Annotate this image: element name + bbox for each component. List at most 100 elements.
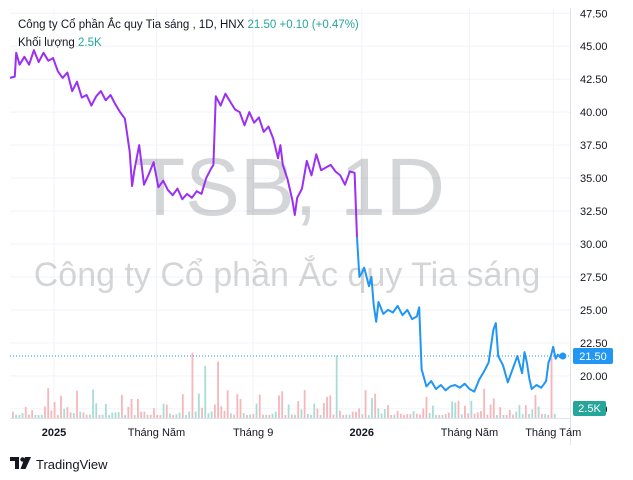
volume-bar <box>76 390 78 418</box>
legend-volume-row: Khối lượng 2.5K <box>18 37 102 49</box>
volume-bar <box>393 414 396 418</box>
volume-bar <box>40 414 43 418</box>
volume-bar <box>175 414 178 418</box>
volume-bar <box>313 403 316 418</box>
last-price-badge-label: 21.50 <box>579 351 607 363</box>
volume-bar <box>467 413 470 418</box>
volume-bar <box>114 412 117 418</box>
volume-bar <box>348 414 351 418</box>
volume-bar <box>403 414 405 418</box>
volume-bar <box>34 414 37 418</box>
volume-bar <box>367 415 370 418</box>
volume-bar <box>50 410 53 418</box>
volume-bar <box>399 413 402 418</box>
tradingview-brand[interactable]: TradingView <box>10 455 108 473</box>
volume-bar <box>303 390 306 418</box>
y-tick-label: 45.00 <box>580 41 608 53</box>
volume-bar <box>117 412 120 418</box>
volume-bar <box>220 406 223 418</box>
volume-bar <box>18 414 21 418</box>
legend-last-price: 21.50 <box>247 19 277 31</box>
volume-bar <box>297 401 300 418</box>
volume-bar <box>518 405 521 418</box>
volume-bar <box>361 414 364 418</box>
volume-bar <box>345 414 348 418</box>
volume-bar <box>483 388 486 418</box>
volume-bar <box>92 389 94 418</box>
volume-bar <box>444 414 447 418</box>
x-tick-label: Tháng 9 <box>233 427 273 439</box>
volume-bar <box>44 406 46 418</box>
volume-bar <box>470 400 473 418</box>
volume-bar <box>172 414 175 418</box>
volume-bar <box>60 395 62 418</box>
volume-bar <box>454 402 457 418</box>
volume-bar <box>223 410 226 418</box>
volume-bar <box>489 404 492 418</box>
y-tick-label: 40.00 <box>580 107 608 119</box>
volume-bar <box>255 403 258 418</box>
volume-bar <box>316 408 319 418</box>
volume-bar <box>435 414 437 418</box>
volume-bar <box>210 411 213 418</box>
y-tick-label: 25.00 <box>580 305 608 317</box>
volume-bar <box>422 408 425 418</box>
volume-bar <box>319 414 322 418</box>
volume-bar <box>169 413 171 418</box>
volume-bar <box>419 414 421 418</box>
volume-bar <box>127 406 130 418</box>
volume-bar <box>271 413 274 418</box>
volume-bar <box>101 414 104 418</box>
volume-bar <box>47 388 50 418</box>
volume-bar <box>140 411 143 418</box>
x-tick-label: Tháng Năm <box>441 427 498 439</box>
volume-bar <box>534 395 537 418</box>
volume-bar <box>290 414 293 418</box>
volume-bar <box>88 414 91 418</box>
volume-bar <box>24 407 27 418</box>
volume-bar <box>194 411 197 418</box>
volume-bar <box>528 414 530 418</box>
volume-bar <box>153 408 155 418</box>
volume-bar <box>441 415 444 418</box>
volume-bar <box>188 411 191 418</box>
volume-bar <box>165 404 168 418</box>
volume-bar <box>72 413 75 418</box>
volume-bar <box>63 408 66 418</box>
volume-bar <box>502 414 505 418</box>
volume-bar <box>390 414 393 418</box>
volume-bar <box>98 414 101 418</box>
volume-bar <box>371 397 373 418</box>
volume-bar <box>191 352 194 418</box>
volume-bar <box>66 407 69 418</box>
volume-bar <box>178 412 181 418</box>
volume-bar <box>204 365 207 418</box>
volume-bar <box>56 414 59 418</box>
volume-bar <box>540 413 543 418</box>
volume-bar <box>358 408 361 418</box>
volume-bar <box>335 355 338 418</box>
volume-bar <box>252 413 255 418</box>
last-price-badge <box>573 348 613 365</box>
volume-bar <box>431 405 434 418</box>
volume-bar <box>124 414 127 418</box>
volume-bar <box>544 414 546 418</box>
volume-bar <box>425 396 428 418</box>
price-line-series-2 <box>356 237 564 393</box>
y-tick-label: 37.50 <box>580 140 608 152</box>
volume-bar <box>451 401 454 418</box>
volume-bar <box>104 403 107 418</box>
volume-bar <box>294 414 296 418</box>
volume-bar <box>476 412 479 418</box>
volume-bar <box>28 414 30 418</box>
volume-bar <box>396 410 399 418</box>
tradingview-name: TradingView <box>36 456 108 472</box>
volume-bar <box>448 412 450 418</box>
volume-bar <box>521 414 524 418</box>
volume-bar <box>31 410 34 418</box>
volume-bar <box>409 414 412 418</box>
volume-bar <box>342 414 345 418</box>
volume-bar <box>146 414 149 418</box>
volume-bar <box>512 414 514 418</box>
